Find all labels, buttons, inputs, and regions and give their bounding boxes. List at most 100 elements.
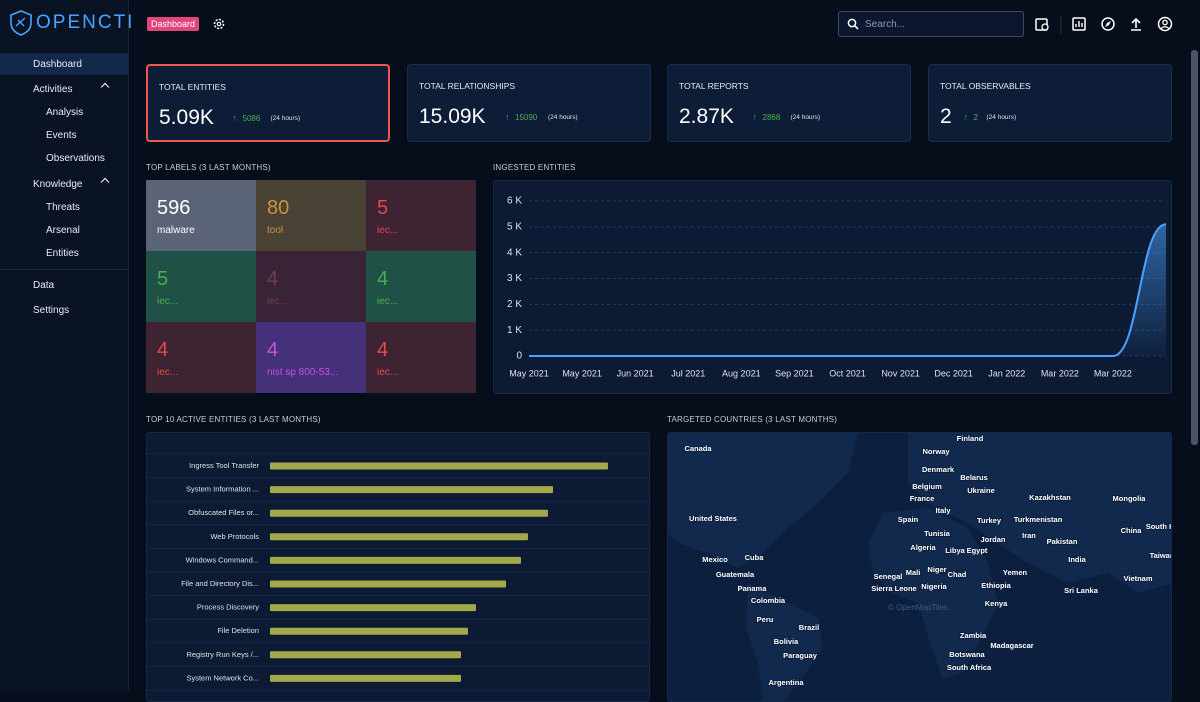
- card-delta: 15090: [515, 113, 538, 122]
- bar-label: Obfuscated Files or...: [188, 508, 259, 517]
- bar-label: Registry Run Keys /...: [186, 650, 259, 659]
- search-icon: [847, 18, 859, 30]
- menu-label: Arsenal: [46, 224, 80, 236]
- card-delta: 2: [973, 113, 978, 122]
- bar: [270, 486, 553, 494]
- x-tick-label: Dec 2021: [934, 368, 973, 378]
- x-tick-label: Nov 2021: [881, 368, 920, 378]
- menu-label: Threats: [46, 201, 80, 213]
- area: [529, 224, 1166, 356]
- card-title: TOTAL ENTITIES: [159, 82, 226, 92]
- country-label: Niger: [927, 565, 946, 574]
- y-tick-label: 1 K: [507, 325, 522, 336]
- label-name: iec...: [377, 296, 399, 307]
- bar: [270, 462, 608, 470]
- menu-item[interactable]: Activities: [0, 78, 128, 100]
- search-placeholder: Search...: [865, 19, 906, 30]
- country-label: Italy: [935, 506, 951, 515]
- y-tick-label: 4 K: [507, 247, 522, 258]
- menu-item[interactable]: Dashboard: [0, 53, 128, 75]
- country-label: Colombia: [751, 596, 786, 605]
- menu-item[interactable]: Knowledge: [0, 173, 128, 195]
- label-count: 4: [377, 268, 389, 290]
- country-label: Pakistan: [1047, 537, 1078, 546]
- label-name: tool: [267, 225, 284, 236]
- x-tick-label: Mar 2022: [1041, 368, 1079, 378]
- country-label: Kazakhstan: [1029, 493, 1071, 502]
- label-cell: 4 iec...: [366, 322, 476, 393]
- card-value: 5.09K: [159, 106, 214, 129]
- label-name: malware: [157, 225, 195, 236]
- label-cell: 80 tool: [256, 180, 366, 251]
- section-title: INGESTED ENTITIES: [493, 163, 576, 172]
- page-badge[interactable]: Dashboard: [147, 17, 200, 31]
- toolbar-icons: [1035, 16, 1173, 34]
- x-tick-label: Jul 2021: [671, 368, 705, 378]
- top-labels-grid: 596 malware 80 tool 5 iec... 5 iec... 4 iec... 4 ie…: [146, 180, 476, 393]
- sidebar: OPENCTI Dashboard Activities Analysis Event…: [0, 0, 132, 691]
- submenu-item[interactable]: Entities: [0, 242, 128, 264]
- submenu-item[interactable]: Threats: [0, 196, 128, 218]
- explore-icon[interactable]: [1101, 17, 1115, 31]
- label-cell: 5 iec...: [146, 251, 256, 322]
- menu-item[interactable]: Settings: [0, 299, 128, 321]
- search-box[interactable]: Search...: [838, 11, 1024, 37]
- ingested-panel: 0 1 K 2 K 3 K 4 K 5 K 6 K May 2021 May 2021 Jun 2…: [493, 180, 1172, 394]
- bar-label: System Network Co...: [186, 673, 259, 682]
- card-period: (24 hours): [270, 115, 301, 122]
- bar: [270, 509, 548, 517]
- x-tick-label: Mar 2022: [1094, 368, 1132, 378]
- label-cell: 4 iec...: [256, 251, 366, 322]
- y-tick-label: 2 K: [507, 299, 522, 310]
- scrollbar[interactable]: [1191, 50, 1198, 445]
- label-cell: 4 iec...: [366, 251, 476, 322]
- label-cell: 5 iec...: [366, 180, 476, 251]
- submenu-item[interactable]: Analysis: [0, 101, 128, 123]
- country-label: France: [910, 494, 935, 503]
- menu-label: Settings: [33, 304, 70, 316]
- country-label: Zambia: [960, 631, 987, 640]
- label-name: iec...: [267, 296, 289, 307]
- label-count: 5: [377, 197, 389, 219]
- submenu-item[interactable]: Events: [0, 124, 128, 146]
- calendar-icon[interactable]: [1035, 18, 1049, 31]
- section-title: TOP LABELS (3 LAST MONTHS): [146, 163, 271, 172]
- label-name: nist sp 800-53...: [267, 367, 339, 378]
- x-tick-label: Jan 2022: [988, 368, 1025, 378]
- country-label: Algeria: [910, 543, 936, 552]
- label-count: 4: [377, 339, 389, 361]
- map-panel: Canada Finland Norway Denmark Belarus Belgium…: [667, 432, 1172, 702]
- country-label: China: [1121, 526, 1143, 535]
- country-label: Spain: [898, 515, 919, 524]
- settings-icon[interactable]: [212, 17, 226, 31]
- label-cell: 4 nist sp 800-53...: [256, 322, 366, 393]
- chart-icon[interactable]: [1072, 17, 1086, 31]
- country-label: Sierra Leone: [871, 584, 916, 593]
- expand-icon: [100, 177, 110, 187]
- submenu-item[interactable]: Arsenal: [0, 219, 128, 241]
- bar-label: File Deletion: [217, 626, 259, 635]
- section-title: TARGETED COUNTRIES (3 LAST MONTHS): [667, 415, 838, 424]
- divider: [0, 269, 128, 270]
- country-label: Canada: [684, 444, 712, 453]
- country-label: Tunisia: [924, 529, 951, 538]
- menu-label: Knowledge: [33, 178, 83, 190]
- expand-icon: [100, 82, 110, 92]
- upload-icon[interactable]: [1131, 17, 1141, 31]
- account-icon[interactable]: [1157, 16, 1173, 32]
- submenu-item[interactable]: Observations: [0, 147, 128, 169]
- x-tick-label: May 2021: [509, 368, 549, 378]
- stat-card: TOTAL REPORTS 2.87K ↑ 2868 (24 hours): [667, 64, 911, 142]
- menu-item[interactable]: Data: [0, 274, 128, 296]
- label-name: iec...: [157, 367, 179, 378]
- map: Canada Finland Norway Denmark Belarus Belgium…: [668, 433, 1171, 701]
- label-count: 596: [157, 197, 191, 219]
- delta-arrow: ↑: [752, 112, 758, 122]
- y-tick-label: 3 K: [507, 273, 522, 284]
- bar: [270, 533, 528, 541]
- card-period: (24 hours): [986, 114, 1017, 121]
- label-count: 80: [267, 197, 290, 219]
- menu-label: Analysis: [46, 106, 84, 118]
- x-tick-label: Aug 2021: [722, 368, 761, 378]
- country-label: Cuba: [745, 553, 765, 562]
